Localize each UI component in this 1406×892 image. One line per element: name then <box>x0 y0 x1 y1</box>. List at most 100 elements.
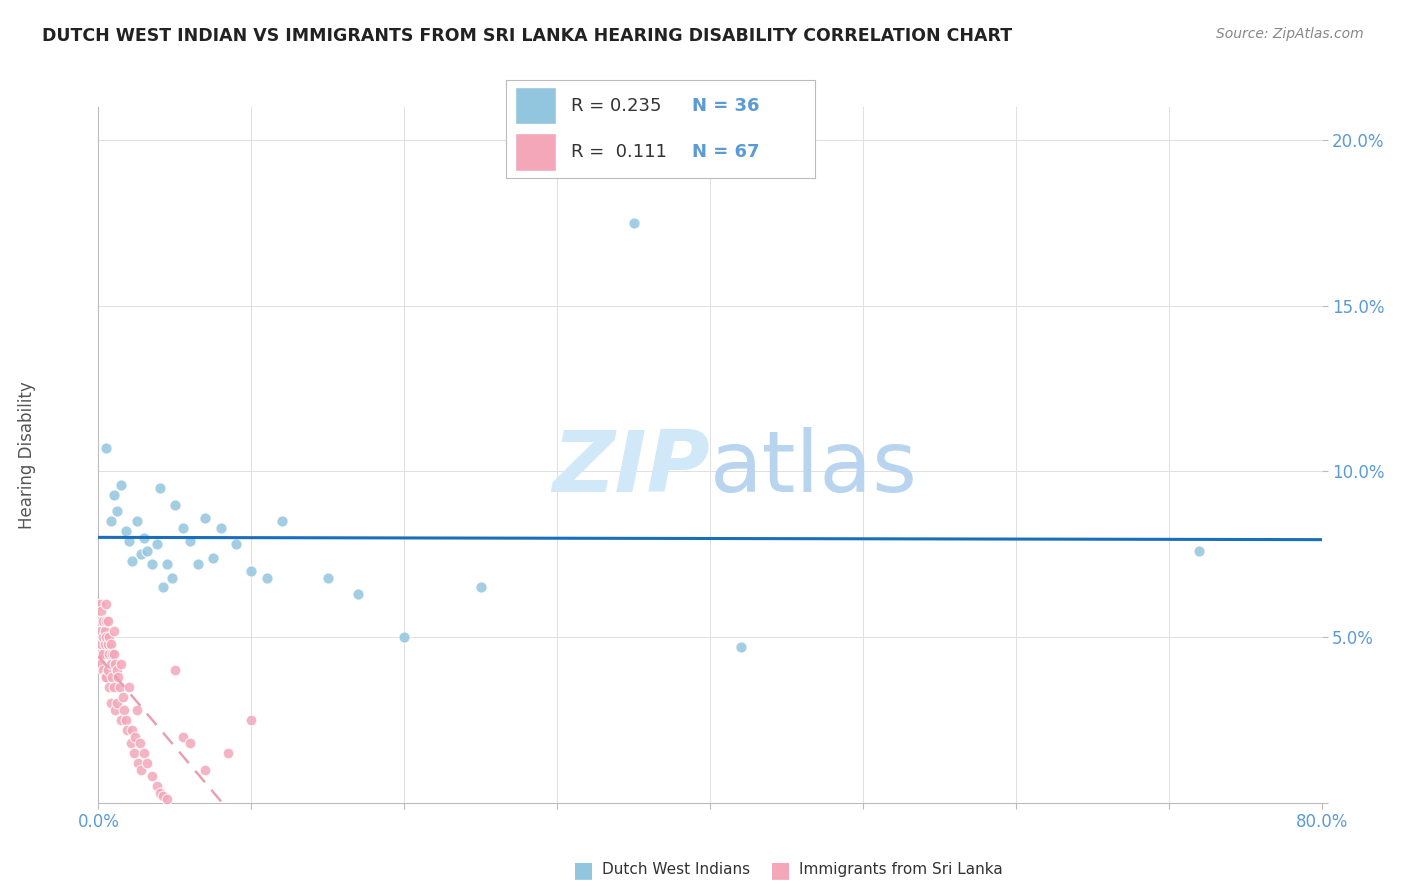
Text: Immigrants from Sri Lanka: Immigrants from Sri Lanka <box>799 863 1002 877</box>
Point <box>94 630 117 644</box>
Point <box>270 514 292 528</box>
Point <box>217 746 239 760</box>
Point <box>103 647 125 661</box>
Point <box>125 514 148 528</box>
Point <box>104 703 127 717</box>
Point <box>101 670 124 684</box>
Point <box>172 521 194 535</box>
Text: R =  0.111: R = 0.111 <box>571 143 666 161</box>
Point <box>97 663 120 677</box>
Text: DUTCH WEST INDIAN VS IMMIGRANTS FROM SRI LANKA HEARING DISABILITY CORRELATION CH: DUTCH WEST INDIAN VS IMMIGRANTS FROM SRI… <box>42 27 1012 45</box>
Point <box>97 637 120 651</box>
Point <box>136 756 159 770</box>
Point <box>89 614 111 628</box>
Point <box>100 514 122 528</box>
Text: ZIP: ZIP <box>553 427 710 510</box>
Point <box>91 614 114 628</box>
Text: R = 0.235: R = 0.235 <box>571 97 662 115</box>
Point <box>111 690 134 704</box>
Point <box>110 477 132 491</box>
Point <box>134 531 156 545</box>
Point <box>104 657 127 671</box>
Point <box>103 680 125 694</box>
Point <box>98 680 121 694</box>
Point <box>347 587 370 601</box>
Point <box>156 792 179 806</box>
Point <box>125 703 148 717</box>
Bar <box>516 133 555 170</box>
Point <box>141 769 163 783</box>
Point <box>124 730 146 744</box>
Point <box>172 730 194 744</box>
Point <box>94 670 117 684</box>
Point <box>240 713 263 727</box>
Point <box>91 630 114 644</box>
Point <box>90 657 112 671</box>
Point <box>134 746 156 760</box>
Point <box>89 597 111 611</box>
Point <box>149 786 172 800</box>
Point <box>163 498 186 512</box>
Point <box>93 624 115 638</box>
Point <box>115 524 138 538</box>
Point <box>89 647 111 661</box>
Bar <box>516 87 555 124</box>
Point <box>623 216 645 230</box>
Point <box>90 637 112 651</box>
Point <box>103 488 125 502</box>
Point <box>225 537 247 551</box>
Point <box>129 763 152 777</box>
Point <box>179 736 201 750</box>
Text: ■: ■ <box>770 860 790 880</box>
Point <box>103 624 125 638</box>
Point <box>107 670 129 684</box>
Point <box>136 544 159 558</box>
Point <box>93 637 115 651</box>
Point <box>160 570 183 584</box>
Point <box>152 581 174 595</box>
Point <box>163 663 186 677</box>
Point <box>392 630 416 644</box>
Point <box>108 680 131 694</box>
Point <box>240 564 263 578</box>
Point <box>127 756 149 770</box>
Point <box>179 534 201 549</box>
Point <box>145 779 167 793</box>
Point <box>101 647 124 661</box>
Point <box>105 504 128 518</box>
Point <box>100 697 122 711</box>
Point <box>128 736 150 750</box>
Point <box>129 547 152 561</box>
Point <box>118 534 141 549</box>
Point <box>110 657 132 671</box>
Text: N = 67: N = 67 <box>692 143 759 161</box>
Point <box>90 604 112 618</box>
Point <box>94 597 117 611</box>
Point <box>145 537 167 551</box>
Point <box>98 647 121 661</box>
Point <box>93 670 115 684</box>
Point <box>118 680 141 694</box>
Point <box>105 697 128 711</box>
Point <box>121 723 143 737</box>
Text: N = 36: N = 36 <box>692 97 759 115</box>
Point <box>94 442 117 456</box>
Point <box>110 713 132 727</box>
Point <box>120 736 142 750</box>
Point <box>316 570 339 584</box>
Point <box>470 581 492 595</box>
Point <box>112 703 135 717</box>
Text: Source: ZipAtlas.com: Source: ZipAtlas.com <box>1216 27 1364 41</box>
Point <box>98 630 121 644</box>
Point <box>115 713 138 727</box>
Point <box>89 630 111 644</box>
Y-axis label: Hearing Disability: Hearing Disability <box>18 381 37 529</box>
Point <box>149 481 172 495</box>
Point <box>1188 544 1211 558</box>
Text: Dutch West Indians: Dutch West Indians <box>602 863 749 877</box>
Point <box>121 554 143 568</box>
Point <box>187 558 209 572</box>
Point <box>97 614 120 628</box>
Point <box>117 723 139 737</box>
Point <box>141 558 163 572</box>
